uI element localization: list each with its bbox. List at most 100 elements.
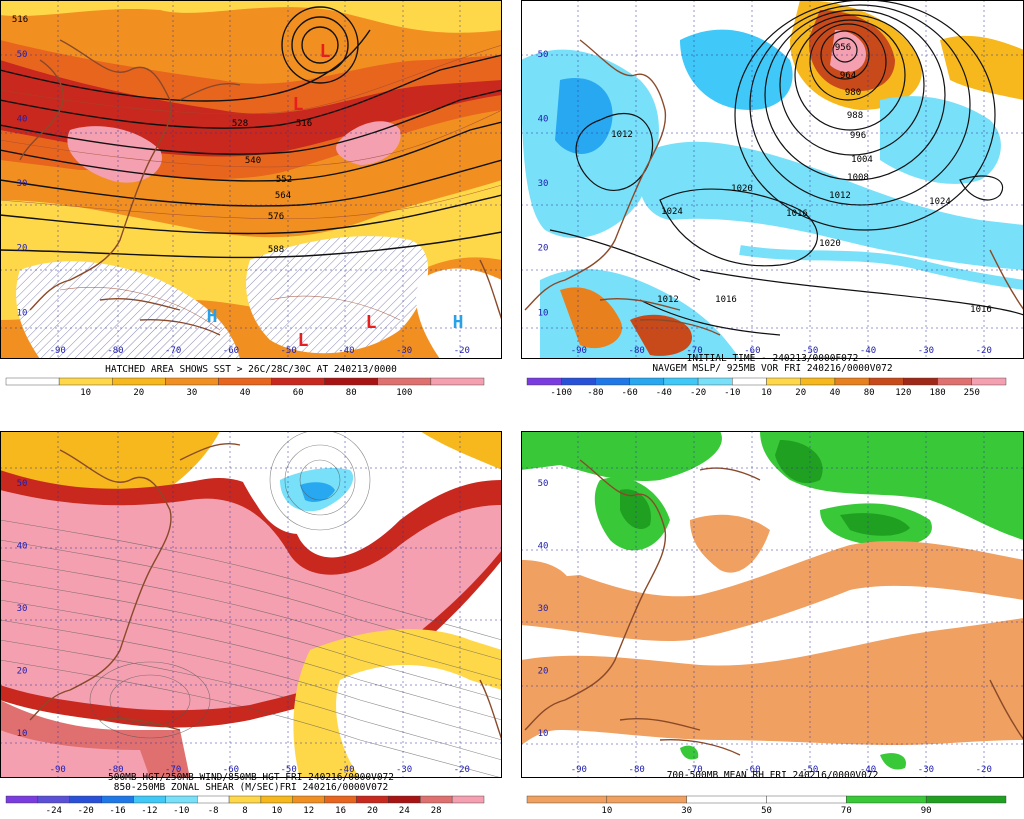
colorbar-label-80: 80 xyxy=(346,388,357,398)
panel-1-colorbar: 10 20 30 40 60 80 100 xyxy=(5,377,485,398)
latitude-label-10: 10 xyxy=(538,729,549,739)
latitude-label-40: 40 xyxy=(17,114,28,124)
isobar-label: 1016 xyxy=(970,305,992,315)
latitude-label-30: 30 xyxy=(538,604,549,614)
panel-1-latitude-labels: 50 40 30 20 10 xyxy=(17,50,28,318)
longitude-label-60: -60 xyxy=(223,346,239,356)
caption-line-2: NAVGEM MSLP/ 925MB VOR FRI 240216/0000V0… xyxy=(652,363,892,374)
longitude-label-40: -40 xyxy=(860,346,876,356)
longitude-label-40: -40 xyxy=(338,346,354,356)
panel-2-map-mslp-vorticity: 9569649809889961004100810121016102010241… xyxy=(521,0,1024,359)
colorbar-label-16: 16 xyxy=(335,806,346,816)
colorbar-swatch xyxy=(732,377,767,386)
isobar-label: 956 xyxy=(835,43,851,53)
colorbar-swatch xyxy=(834,377,870,386)
colorbar-label--20: -20 xyxy=(690,388,706,398)
colorbar-swatch xyxy=(420,795,453,804)
colorbar-label-30: 30 xyxy=(681,806,692,816)
isobar-label: 1012 xyxy=(829,191,851,201)
colorbar-label--10: -10 xyxy=(724,388,740,398)
longitude-label-30: -30 xyxy=(918,346,934,356)
longitude-label-90: -90 xyxy=(50,765,66,775)
isobar-label: 988 xyxy=(847,111,863,121)
longitude-label-80: -80 xyxy=(629,346,645,356)
colorbar-label-24: 24 xyxy=(399,806,410,816)
longitude-label-80: -80 xyxy=(107,765,123,775)
longitude-label-20: -20 xyxy=(976,346,992,356)
longitude-label-30: -30 xyxy=(918,765,934,775)
colorbar-label--60: -60 xyxy=(622,388,638,398)
colorbar-swatch xyxy=(165,377,219,386)
latitude-label-30: 30 xyxy=(17,179,28,189)
colorbar-swatch xyxy=(526,377,562,386)
longitude-label-90: -90 xyxy=(571,765,587,775)
colorbar-label-70: 70 xyxy=(841,806,852,816)
colorbar-label-28: 28 xyxy=(431,806,442,816)
colorbar-label--40: -40 xyxy=(656,388,672,398)
latitude-label-10: 10 xyxy=(538,308,549,318)
isobar-label: 980 xyxy=(845,88,861,98)
colorbar-label--12: -12 xyxy=(141,806,157,816)
low-pressure-center: L xyxy=(320,41,331,62)
longitude-label-50: -50 xyxy=(802,346,818,356)
latitude-label-30: 30 xyxy=(17,604,28,614)
longitude-label-80: -80 xyxy=(629,765,645,775)
colorbar-label-60: 60 xyxy=(293,388,304,398)
longitude-label-20: -20 xyxy=(454,765,470,775)
latitude-label-20: 20 xyxy=(538,666,549,676)
longitude-label-90: -90 xyxy=(571,346,587,356)
isobar-label: 964 xyxy=(840,71,856,81)
latitude-label-50: 50 xyxy=(538,479,549,489)
height-contour-label: 516 xyxy=(12,15,28,25)
colorbar-swatch xyxy=(388,795,421,804)
height-contour-label: 528 xyxy=(232,119,248,129)
colorbar-label--80: -80 xyxy=(587,388,603,398)
panel-2-colorbar: -100 -80 -60 -40 -20 -10 10 20 40 80 120 180 250 xyxy=(526,377,1007,398)
panel-4-map-mean-rh: 50 40 30 20 10 -90 -80 -70 -60 -50 -40 -30 -20 xyxy=(521,431,1024,778)
colorbar-swatch xyxy=(271,377,325,386)
colorbar-label--10: -10 xyxy=(173,806,189,816)
panel-2-isobar-labels: 956 964 980 988 996 1004 1008 1012 1016 1020 1024 1… xyxy=(611,43,992,315)
colorbar-label--24: -24 xyxy=(46,806,62,816)
colorbar-swatch xyxy=(377,377,432,386)
isobar-label: 1020 xyxy=(731,184,753,194)
colorbar-swatch xyxy=(526,795,608,804)
high-pressure-center: H xyxy=(453,312,464,333)
isobar-label: 1008 xyxy=(847,173,869,183)
low-pressure-center: L xyxy=(298,330,309,351)
caption-line-1: 700-500MB MEAN RH FRI 240216/0000V072 xyxy=(667,770,879,781)
colorbar-swatch xyxy=(37,795,70,804)
longitude-label-30: -30 xyxy=(396,346,412,356)
panel-1-caption: HATCHED AREA SHOWS SST > 26C/28C/30C AT … xyxy=(105,364,397,375)
panel-2-longitude-labels: -90 -80 -70 -60 -50 -40 -30 -20 xyxy=(571,346,992,356)
colorbar-swatch xyxy=(292,795,325,804)
longitude-label-30: -30 xyxy=(396,765,412,775)
colorbar-swatch xyxy=(595,377,630,386)
latitude-label-40: 40 xyxy=(17,542,28,552)
colorbar-swatch xyxy=(766,795,847,804)
height-contour-label: 540 xyxy=(245,156,261,166)
low-pressure-center: L xyxy=(293,94,304,115)
colorbar-swatch xyxy=(451,795,485,804)
latitude-label-50: 50 xyxy=(17,479,28,489)
panel-3-latitude-labels: 50 40 30 20 10 xyxy=(17,479,28,739)
height-contour-label: 552 xyxy=(276,175,292,185)
height-contour-label: 516 xyxy=(296,119,312,129)
colorbar-swatch xyxy=(971,377,1007,386)
longitude-label-40: -40 xyxy=(338,765,354,775)
panel-3-caption: 500MB HGT/250MB WIND/850MB HGT FRI 24021… xyxy=(108,772,394,793)
latitude-label-30: 30 xyxy=(538,179,549,189)
colorbar-swatch xyxy=(629,377,665,386)
colorbar-label-10: 10 xyxy=(80,388,91,398)
longitude-label-50: -50 xyxy=(281,765,297,775)
colorbar-label-40: 40 xyxy=(830,388,841,398)
longitude-label-50: -50 xyxy=(802,765,818,775)
latitude-label-50: 50 xyxy=(17,50,28,60)
longitude-label-60: -60 xyxy=(744,346,760,356)
colorbar-label-80: 80 xyxy=(864,388,875,398)
colorbar-swatch xyxy=(800,377,836,386)
colorbar-label--16: -16 xyxy=(109,806,125,816)
panel-3-longitude-labels: -90 -80 -70 -60 -50 -40 -30 -20 xyxy=(50,765,470,775)
colorbar-swatch xyxy=(101,795,134,804)
